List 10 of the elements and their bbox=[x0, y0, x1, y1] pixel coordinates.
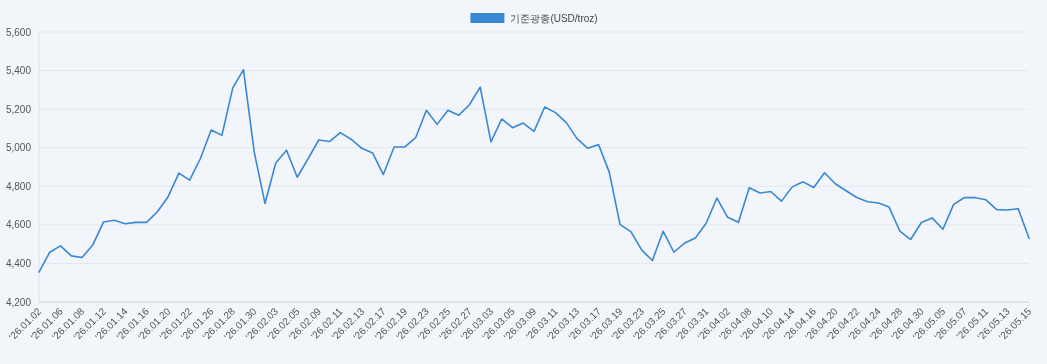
y-tick-label: 5,600 bbox=[5, 26, 32, 38]
y-tick-label: 4,200 bbox=[5, 296, 32, 308]
y-tick-label: 5,000 bbox=[5, 142, 32, 154]
y-tick-label: 5,400 bbox=[5, 65, 32, 77]
y-tick-label: 5,200 bbox=[5, 103, 32, 115]
legend-label: 기준광종(USD/troz) bbox=[510, 13, 598, 24]
y-tick-label: 4,600 bbox=[5, 219, 32, 231]
y-tick-label: 4,400 bbox=[5, 257, 32, 269]
y-tick-label: 4,800 bbox=[5, 180, 32, 192]
line-series bbox=[38, 68, 1030, 273]
